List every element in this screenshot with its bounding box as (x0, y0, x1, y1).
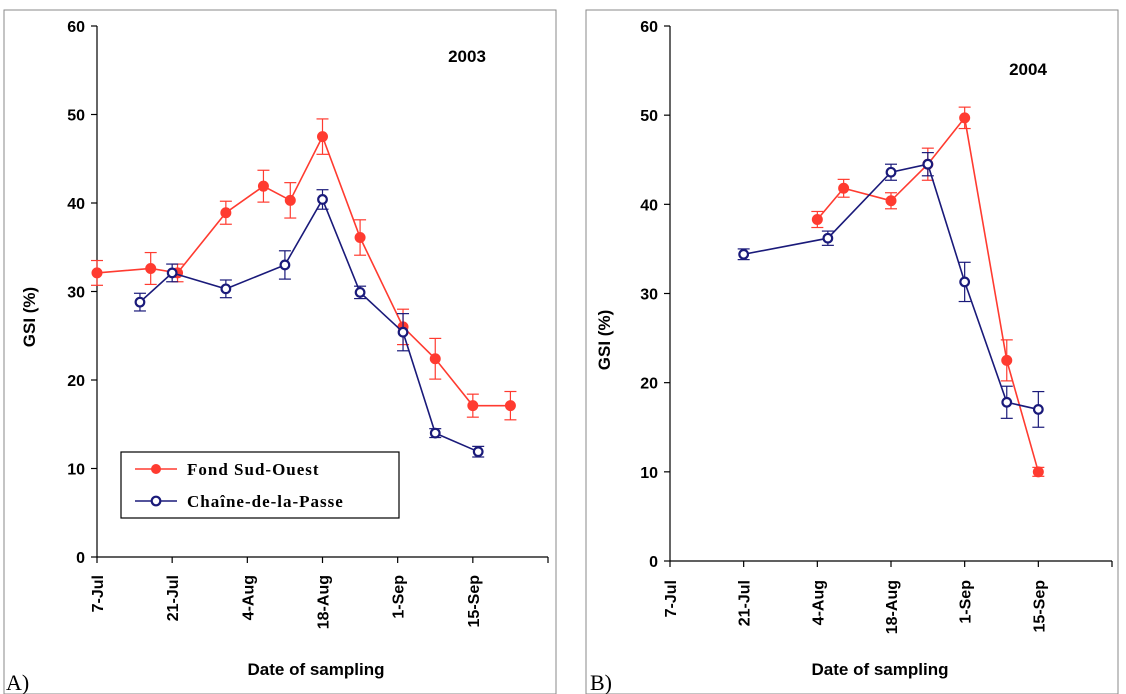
chart-b-x-tick-label: 4-Aug (810, 580, 827, 625)
chart-b-y-tick-label: 60 (640, 19, 658, 36)
chart-a-series-chaine-de-la-passe-point (279, 259, 291, 271)
chart-a-series-chaine-de-la-passe-point (472, 446, 484, 458)
chart-a-x-tick-label: 18-Aug (316, 575, 333, 629)
chart-b-series-chaine-de-la-passe-point (922, 158, 934, 170)
chart-a-series-fond-sud-ouest-point (467, 400, 479, 412)
chart-b-x-tick-label: 15-Sep (1031, 580, 1048, 633)
chart-b-series-chaine-de-la-passe-point (959, 276, 971, 288)
chart-b-x-tick-label: 18-Aug (884, 580, 901, 634)
chart-b-y-axis-title: GSI (%) (595, 310, 614, 370)
chart-b-frame (585, 9, 1119, 694)
chart-a-y-tick-label: 0 (76, 550, 85, 567)
chart-a-series-chaine-de-la-passe-point (354, 286, 366, 298)
chart-b-y-tick-label: 10 (640, 465, 658, 482)
chart-b-series-chaine-de-la-passe-point (885, 166, 897, 178)
chart-a-series-chaine-de-la-passe-point (429, 427, 441, 439)
chart-a-series-chaine-de-la-passe-point (166, 267, 178, 279)
chart-a-legend-label-fond-sud-ouest: Fond Sud-Ouest (187, 460, 320, 479)
chart-b-series-fond-sud-ouest-point (885, 195, 897, 207)
chart-b-series-chaine-de-la-passe-point (1032, 404, 1044, 415)
chart-a-legend-label-chaine-de-la-passe: Chaîne-de-la-Passe (187, 492, 344, 511)
chart-a-x-tick-label: 15-Sep (466, 575, 483, 628)
chart-b-y-tick-label: 30 (640, 287, 658, 304)
chart-a-y-tick-label: 20 (67, 373, 85, 390)
chart-a-x-tick-label: 7-Jul (90, 575, 107, 612)
chart-a-year-label: 2003 (448, 47, 486, 66)
chart-a-series-fond-sud-ouest-point (504, 400, 516, 412)
chart-b-year-label: 2004 (1009, 60, 1047, 79)
chart-a-series-chaine-de-la-passe-point (134, 296, 146, 308)
chart-a-legend-box (120, 451, 400, 519)
chart-a-y-tick-label: 40 (67, 196, 85, 213)
panel-a: 0 10 20 30 40 50 60 7-Jul 21-Jul 4-Aug 18-Aug 1-Sep… (3, 9, 557, 694)
chart-a-svg: 0 10 20 30 40 50 60 7-Jul 21-Jul 4-Aug 18-Aug 1-Sep… (3, 9, 557, 694)
chart-a-series-fond-sud-ouest-point (91, 267, 103, 279)
chart-a-series-chaine-de-la-passe-point (220, 283, 232, 295)
chart-a-x-axis-title: Date of sampling (248, 660, 385, 679)
chart-a-x-tick-label: 4-Aug (240, 575, 257, 620)
chart-b-series-fond-sud-ouest-point (1001, 354, 1013, 366)
chart-a-series-fond-sud-ouest-point (354, 232, 366, 244)
chart-a-frame (3, 9, 557, 694)
chart-a-series-fond-sud-ouest-point (429, 353, 441, 365)
chart-b-y-tick-label: 0 (649, 554, 658, 571)
chart-a-series-fond-sud-ouest (91, 118, 517, 421)
chart-b-series-chaine-de-la-passe-point (738, 248, 750, 260)
chart-a-series-chaine-de-la-passe (133, 189, 485, 458)
chart-a-y-tick-label: 30 (67, 285, 85, 302)
chart-a-x-tick-label: 1-Sep (391, 575, 408, 619)
chart-a-panel-letter: A) (6, 670, 29, 694)
chart-a-series-fond-sud-ouest-point (257, 180, 269, 192)
chart-a-legend-marker-fond-sud-ouest (151, 464, 161, 474)
chart-b-series-chaine-de-la-passe-point (822, 232, 834, 244)
chart-a-y-tick-label: 50 (67, 108, 85, 125)
chart-b-x-tick-label: 21-Jul (737, 580, 754, 626)
chart-b-series-fond-sud-ouest-point (838, 182, 850, 194)
chart-a-series-fond-sud-ouest-line (96, 134, 511, 407)
chart-a-y-axis-title: GSI (%) (20, 287, 39, 347)
chart-a-series-chaine-de-la-passe-line (139, 197, 479, 453)
chart-a-y-tick-label: 60 (67, 19, 85, 36)
chart-a-y-tick-label: 10 (67, 462, 85, 479)
chart-a-series-fond-sud-ouest-point (220, 207, 232, 219)
chart-b-y-tick-label: 50 (640, 108, 658, 125)
chart-b-series-fond-sud-ouest-point (811, 213, 823, 225)
chart-b-series-chaine-de-la-passe (737, 152, 1045, 428)
chart-b-y-tick-label: 20 (640, 376, 658, 393)
chart-a-legend: Fond Sud-Ouest Chaîne-de-la-Passe (120, 451, 400, 519)
chart-b-panel-letter: B) (590, 670, 612, 694)
chart-b-x-tick-label: 7-Jul (663, 580, 680, 617)
chart-a-series-chaine-de-la-passe-point (397, 326, 409, 338)
chart-b-x-axis-title: Date of sampling (812, 660, 949, 679)
chart-b-svg: 0 10 20 30 40 50 60 7-Jul 21-Jul 4-Aug 18-Aug 1-Sep… (585, 9, 1119, 694)
chart-b-series-fond-sud-ouest-point (1032, 466, 1044, 478)
chart-b-series-chaine-de-la-passe-point (1001, 396, 1013, 408)
chart-a-legend-marker-chaine-de-la-passe (150, 495, 162, 507)
chart-a-series-fond-sud-ouest-point (145, 262, 157, 274)
chart-a-series-fond-sud-ouest-point (284, 194, 296, 206)
chart-b-series-fond-sud-ouest-point (959, 112, 971, 124)
chart-a-series-fond-sud-ouest-point (317, 131, 328, 143)
chart-a-x-tick-label: 21-Jul (165, 575, 182, 621)
chart-b-y-tick-label: 40 (640, 197, 658, 214)
chart-b-x-tick-label: 1-Sep (958, 580, 975, 624)
panel-b: 0 10 20 30 40 50 60 7-Jul 21-Jul 4-Aug 18-Aug 1-Sep… (582, 0, 1126, 694)
chart-a-series-chaine-de-la-passe-point (317, 194, 328, 205)
